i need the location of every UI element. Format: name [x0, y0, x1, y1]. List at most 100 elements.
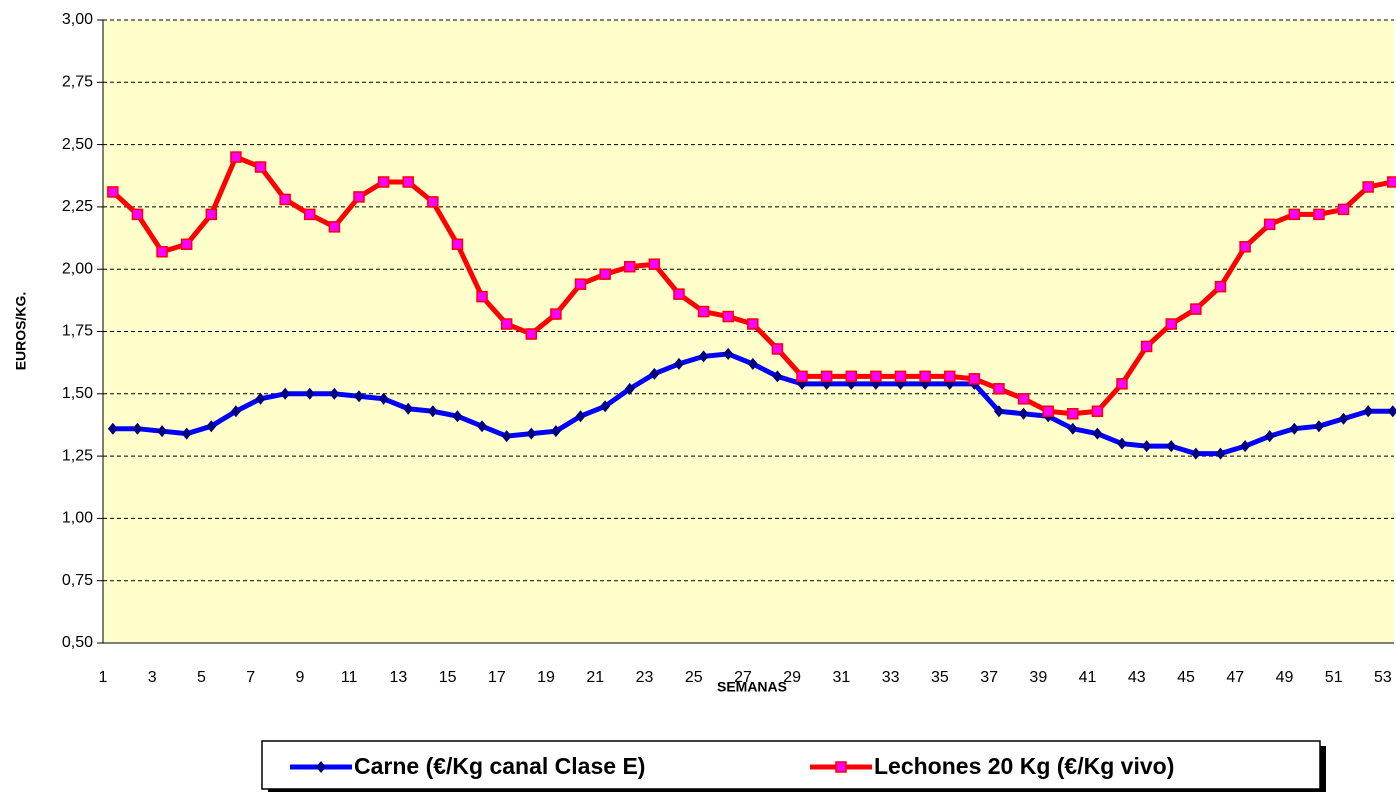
legend: Carne (€/Kg canal Clase E) Lechones 20 Kg… [261, 740, 1326, 792]
marker [1215, 447, 1226, 460]
x-tick-label: 11 [341, 669, 358, 686]
marker [1017, 393, 1030, 405]
marker [968, 373, 981, 385]
marker [1363, 405, 1374, 418]
y-tick-label: 1,50 [62, 385, 93, 402]
x-tick-label: 5 [197, 669, 206, 686]
marker [180, 238, 193, 251]
marker [771, 343, 784, 355]
marker [600, 400, 611, 413]
y-tick-label: 1,75 [62, 323, 93, 340]
x-tick-label: 41 [1079, 669, 1097, 686]
x-tick-label: 37 [980, 669, 998, 686]
marker [1289, 422, 1300, 435]
marker [673, 357, 684, 370]
marker [156, 246, 168, 258]
marker [1240, 440, 1251, 453]
marker [427, 405, 438, 418]
marker [1092, 427, 1103, 440]
y-tick-label: 0,75 [62, 572, 93, 589]
marker [845, 370, 858, 383]
x-tick-label: 7 [246, 669, 255, 686]
x-tick-label: 47 [1226, 669, 1244, 686]
marker [1117, 437, 1128, 450]
marker [230, 405, 241, 418]
marker [599, 268, 611, 280]
x-tick-label: 53 [1374, 669, 1392, 686]
x-tick-label: 21 [586, 669, 604, 686]
marker [550, 425, 561, 438]
marker [648, 258, 661, 270]
marker [1387, 405, 1396, 418]
x-tick-label: 17 [488, 669, 506, 686]
marker [477, 420, 488, 433]
marker [1313, 208, 1325, 221]
marker [919, 370, 931, 383]
y-tick-label: 2,25 [62, 198, 93, 215]
marker [353, 390, 364, 403]
marker [1166, 440, 1177, 453]
marker [328, 221, 341, 233]
marker [772, 370, 783, 383]
marker [624, 382, 635, 395]
marker [181, 427, 192, 440]
marker [796, 370, 808, 383]
y-tick-label: 3,00 [62, 11, 93, 28]
marker [1067, 407, 1079, 420]
marker [722, 310, 734, 323]
marker [1042, 405, 1054, 417]
marker [723, 347, 734, 360]
x-tick-label: 9 [295, 669, 304, 686]
marker [550, 308, 562, 320]
y-tick-label: 0,50 [62, 634, 93, 651]
marker [157, 425, 168, 438]
marker [131, 208, 144, 221]
marker [279, 193, 291, 206]
marker [1141, 440, 1152, 453]
y-tick-label: 1,25 [62, 447, 93, 464]
x-tick-label: 13 [389, 669, 407, 686]
marker [1337, 203, 1350, 216]
marker [304, 387, 315, 400]
marker [254, 161, 267, 173]
marker [476, 290, 488, 303]
x-tick-label: 31 [833, 669, 851, 686]
marker [1288, 208, 1301, 221]
y-tick-label: 2,75 [62, 74, 93, 91]
marker [1264, 430, 1275, 443]
marker [1190, 447, 1201, 460]
marker [353, 191, 365, 203]
marker [943, 370, 956, 383]
marker [870, 370, 882, 383]
x-tick-label: 25 [685, 669, 703, 686]
marker [132, 422, 143, 435]
marker [1338, 412, 1349, 425]
marker [1313, 420, 1324, 433]
marker [1362, 181, 1374, 193]
marker [820, 370, 833, 383]
marker [403, 402, 414, 415]
x-tick-label: 23 [636, 669, 654, 686]
marker [427, 196, 439, 208]
marker [378, 392, 389, 405]
marker [205, 208, 218, 221]
x-tick-label: 3 [148, 669, 157, 686]
marker [623, 260, 636, 273]
marker [107, 422, 118, 435]
marker [1018, 407, 1029, 420]
y-tick-label: 2,50 [62, 136, 93, 153]
marker [525, 328, 538, 340]
marker [575, 410, 586, 423]
marker [673, 288, 685, 300]
x-tick-label: 39 [1029, 669, 1047, 686]
y-axis-title: EUROS/KG. [13, 292, 29, 371]
marker [1067, 422, 1078, 435]
marker [501, 430, 512, 443]
x-tick-label: 1 [99, 669, 108, 686]
marker [1190, 303, 1202, 315]
marker [255, 392, 266, 405]
marker [747, 318, 759, 330]
marker [993, 383, 1005, 395]
marker [1239, 241, 1251, 253]
